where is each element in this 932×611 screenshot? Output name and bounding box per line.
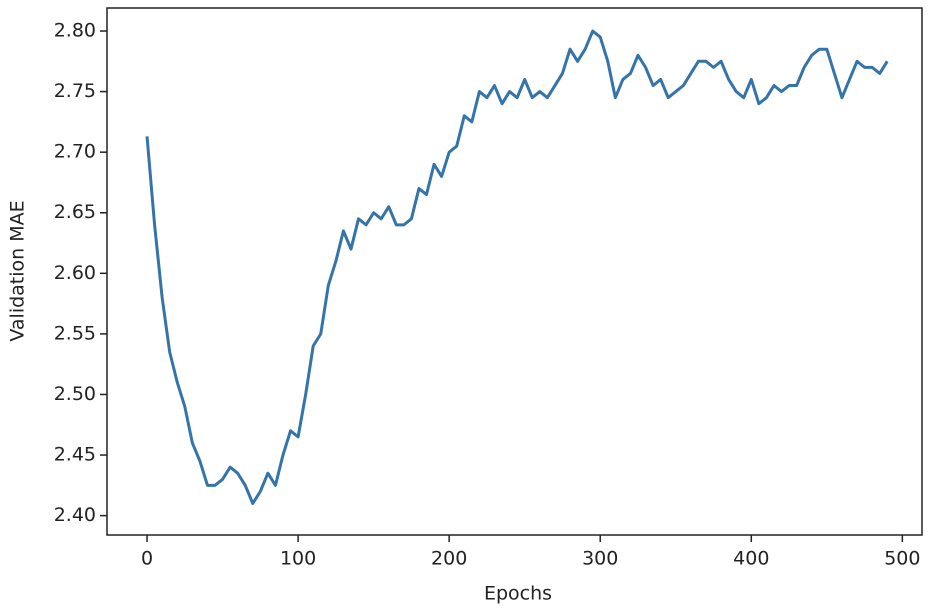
x-tick-label: 400 bbox=[733, 548, 769, 570]
x-tick-label: 0 bbox=[141, 548, 153, 570]
y-tick-label: 2.45 bbox=[54, 444, 96, 466]
y-tick-label: 2.75 bbox=[54, 80, 96, 102]
y-tick-label: 2.65 bbox=[54, 201, 96, 223]
y-tick-label: 2.50 bbox=[54, 383, 96, 405]
x-tick-label: 500 bbox=[884, 548, 920, 570]
y-tick-label: 2.80 bbox=[54, 20, 96, 42]
x-axis-label: Epochs bbox=[484, 583, 552, 605]
x-tick-label: 100 bbox=[280, 548, 316, 570]
y-tick-label: 2.60 bbox=[54, 262, 96, 284]
y-axis-label: Validation MAE bbox=[7, 200, 29, 341]
plot-frame bbox=[106, 7, 923, 536]
y-tick-label: 2.40 bbox=[54, 504, 96, 526]
data-line bbox=[145, 29, 889, 505]
x-tick-label: 200 bbox=[431, 548, 467, 570]
y-tick-label: 2.70 bbox=[54, 141, 96, 163]
x-tick-label: 300 bbox=[582, 548, 618, 570]
y-tick-label: 2.55 bbox=[54, 322, 96, 344]
